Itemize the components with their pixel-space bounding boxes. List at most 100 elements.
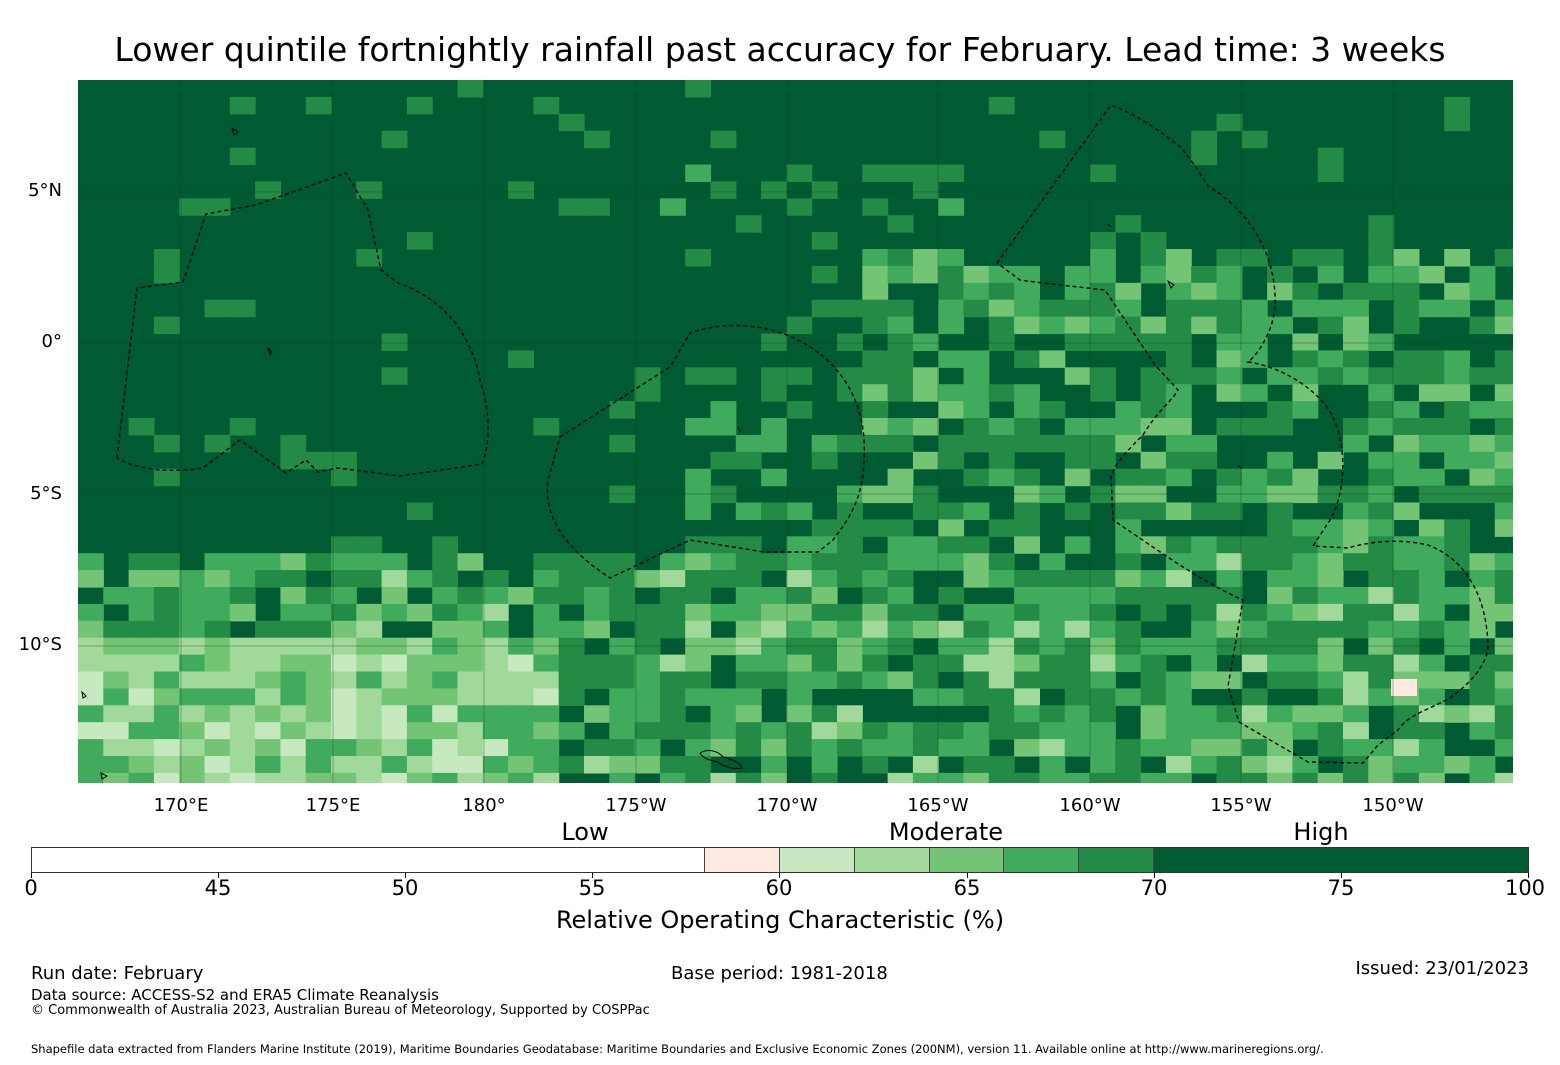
roc-cell (1368, 603, 1395, 622)
roc-cell (179, 637, 206, 656)
roc-cell (584, 198, 610, 216)
roc-cell (1317, 164, 1344, 182)
roc-cell (1267, 485, 1293, 504)
roc-cell (381, 739, 408, 757)
roc-cell (179, 772, 206, 783)
roc-cell (331, 739, 357, 757)
roc-cell (659, 772, 686, 783)
roc-cell (1444, 282, 1471, 301)
roc-cell (457, 772, 484, 783)
roc-cell (356, 637, 383, 656)
roc-cell (1393, 756, 1420, 774)
roc-cell (204, 637, 231, 656)
roc-cell (634, 654, 661, 673)
roc-cell (1115, 299, 1142, 318)
roc-cell (1292, 637, 1319, 656)
colorbar-segment (705, 848, 780, 872)
roc-cell (381, 772, 408, 783)
roc-cell (1014, 299, 1040, 318)
colorbar-segment (1004, 848, 1080, 872)
roc-cell (1191, 502, 1218, 520)
roc-cell (533, 637, 560, 656)
roc-cell (1165, 333, 1192, 351)
lon-label-170w: 170°W (756, 795, 818, 816)
roc-cell (786, 688, 813, 706)
roc-cell (179, 722, 206, 740)
roc-cell (204, 620, 231, 639)
roc-cell (938, 654, 965, 673)
roc-cell (1343, 333, 1369, 351)
roc-cell (938, 164, 965, 182)
eez-boundary-kiribati-line (996, 104, 1489, 764)
roc-cell (837, 705, 863, 723)
roc-cell (1418, 739, 1445, 757)
roc-cell (1014, 350, 1040, 368)
roc-cell (153, 434, 180, 453)
roc-cell (837, 536, 863, 554)
roc-cell (584, 705, 610, 723)
roc-cell (1191, 637, 1218, 656)
roc-cell (1317, 587, 1344, 605)
roc-cell (1014, 401, 1040, 419)
roc-cell (1469, 620, 1496, 639)
roc-cell (811, 620, 838, 639)
roc-cell (1039, 722, 1066, 740)
roc-cell (128, 418, 155, 436)
roc-cell (659, 671, 686, 689)
roc-cell (533, 553, 560, 571)
roc-cell (128, 705, 155, 723)
roc-cell (963, 637, 990, 656)
roc-cell (862, 350, 889, 368)
roc-cell (912, 772, 939, 783)
roc-cell (761, 620, 787, 639)
roc-cell (887, 299, 914, 318)
roc-cell (1115, 434, 1142, 453)
roc-cell (1241, 384, 1268, 402)
roc-cell (1267, 468, 1293, 487)
run-date: Run date: February (31, 963, 204, 984)
roc-cell (381, 722, 408, 740)
roc-cell (179, 620, 206, 639)
roc-cell (634, 620, 661, 639)
roc-cell (1216, 587, 1243, 605)
roc-cell (1444, 434, 1471, 453)
roc-cell (482, 739, 509, 757)
roc-cell (153, 265, 180, 284)
roc-cell (1191, 705, 1218, 723)
roc-cell (1469, 705, 1496, 723)
roc-cell (1343, 536, 1369, 554)
roc-cell (1317, 265, 1344, 284)
roc-cell (710, 705, 737, 723)
roc-cell (78, 688, 104, 706)
roc-cell (1317, 637, 1344, 656)
roc-cell (482, 654, 509, 673)
roc-cell (1494, 739, 1513, 757)
roc-cell (1393, 570, 1420, 588)
roc-cell (887, 468, 914, 487)
roc-cell (1444, 553, 1471, 571)
roc-cell (710, 536, 737, 554)
roc-cell (837, 620, 863, 639)
roc-cell (988, 654, 1015, 673)
roc-cell (558, 620, 585, 639)
roc-cell (963, 265, 990, 284)
roc-cell (837, 637, 863, 656)
roc-cell (1418, 756, 1445, 774)
roc-cell (862, 418, 889, 436)
roc-cell (1165, 502, 1192, 520)
roc-cell (862, 164, 889, 182)
roc-cell (1393, 401, 1420, 419)
roc-cell (988, 384, 1015, 402)
roc-cell (1343, 739, 1369, 757)
roc-cell (1140, 739, 1167, 757)
roc-cell (912, 384, 939, 402)
roc-cell (761, 181, 787, 199)
roc-cell (1267, 620, 1293, 639)
roc-cell (1267, 536, 1293, 554)
roc-cell (837, 603, 863, 622)
roc-cell (761, 671, 787, 689)
roc-cell (837, 299, 863, 318)
roc-cell (659, 587, 686, 605)
roc-cell (1115, 620, 1142, 639)
roc-cell (735, 502, 762, 520)
